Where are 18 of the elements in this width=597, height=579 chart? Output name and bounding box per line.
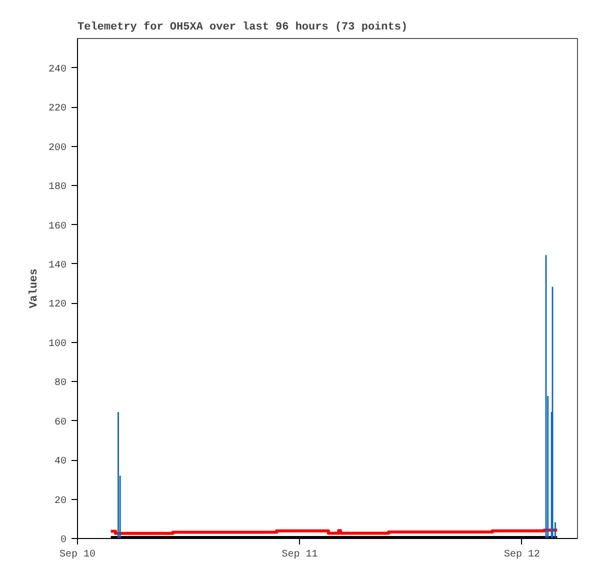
x-tick-label: Sep 10	[59, 550, 96, 560]
y-tick-label: 160	[48, 221, 67, 232]
y-tick-label: 80	[54, 378, 67, 390]
y-tick-label: 100	[48, 338, 67, 350]
y-tick-label: 180	[48, 182, 67, 194]
y-tick-label: 0	[60, 535, 67, 546]
y-tick-label: 240	[48, 64, 67, 76]
chart-title: Telemetry for OH5XA over last 96 hours (73 points)	[78, 20, 408, 34]
y-tick-label: 200	[48, 142, 67, 154]
x-tick-label: Sep 12	[504, 550, 540, 560]
y-tick-label: 140	[48, 260, 67, 272]
x-tick-label: Sep 11	[282, 550, 318, 560]
y-tick-label: 120	[48, 300, 67, 311]
y-tick-label: 220	[48, 104, 67, 115]
y-axis-title: Values	[28, 268, 40, 308]
y-tick-label: 20	[54, 496, 67, 507]
y-tick-label: 40	[54, 456, 67, 468]
y-tick-label: 60	[54, 417, 67, 428]
